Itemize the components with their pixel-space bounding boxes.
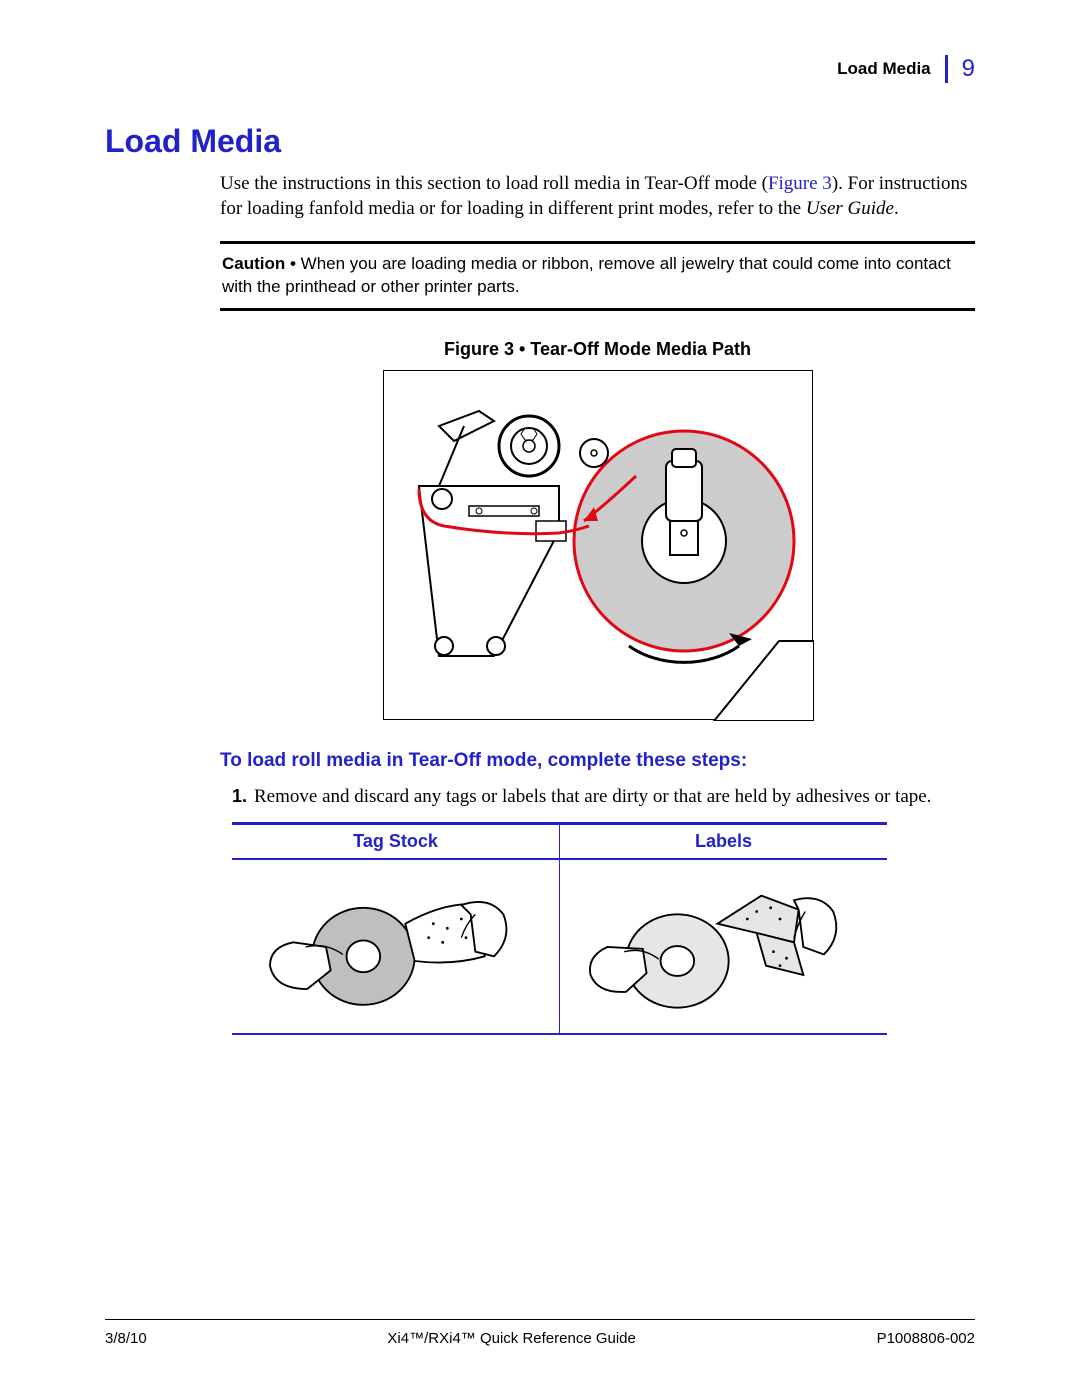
figure-media-path (383, 370, 813, 720)
figure-caption: Figure 3 • Tear-Off Mode Media Path (220, 339, 975, 360)
header-section: Load Media (837, 59, 945, 79)
intro-text-pre: Use the instructions in this section to … (220, 173, 768, 194)
table-cell-tag-stock (232, 859, 560, 1034)
page-footer: 3/8/10 Xi4™/RXi4™ Quick Reference Guide … (105, 1319, 975, 1347)
footer-doc-number: P1008806-002 (877, 1330, 975, 1347)
footer-date: 3/8/10 (105, 1330, 147, 1347)
media-type-table: Tag Stock Labels (232, 822, 887, 1035)
caution-text: When you are loading media or ribbon, re… (222, 254, 951, 296)
caution-label: Caution • (222, 254, 296, 273)
step-text: Remove and discard any tags or labels th… (254, 786, 975, 808)
intro-paragraph: Use the instructions in this section to … (220, 172, 975, 221)
figure-reference-link[interactable]: Figure 3 (768, 173, 832, 194)
header-page-number: 9 (962, 55, 975, 83)
steps-heading: To load roll media in Tear-Off mode, com… (220, 750, 975, 772)
header-divider (945, 55, 948, 83)
footer-doc-title: Xi4™/RXi4™ Quick Reference Guide (387, 1330, 635, 1347)
table-header-tag-stock: Tag Stock (232, 824, 560, 860)
table-header-labels: Labels (560, 824, 888, 860)
step-1: 1. Remove and discard any tags or labels… (232, 786, 975, 808)
table-cell-labels (560, 859, 888, 1034)
caution-note: Caution • When you are loading media or … (220, 241, 975, 311)
page-header: Load Media 9 (105, 55, 975, 83)
section-title: Load Media (105, 123, 975, 160)
step-number: 1. (232, 786, 248, 808)
intro-text-post: . (894, 198, 899, 219)
user-guide-ref: User Guide (806, 198, 894, 219)
